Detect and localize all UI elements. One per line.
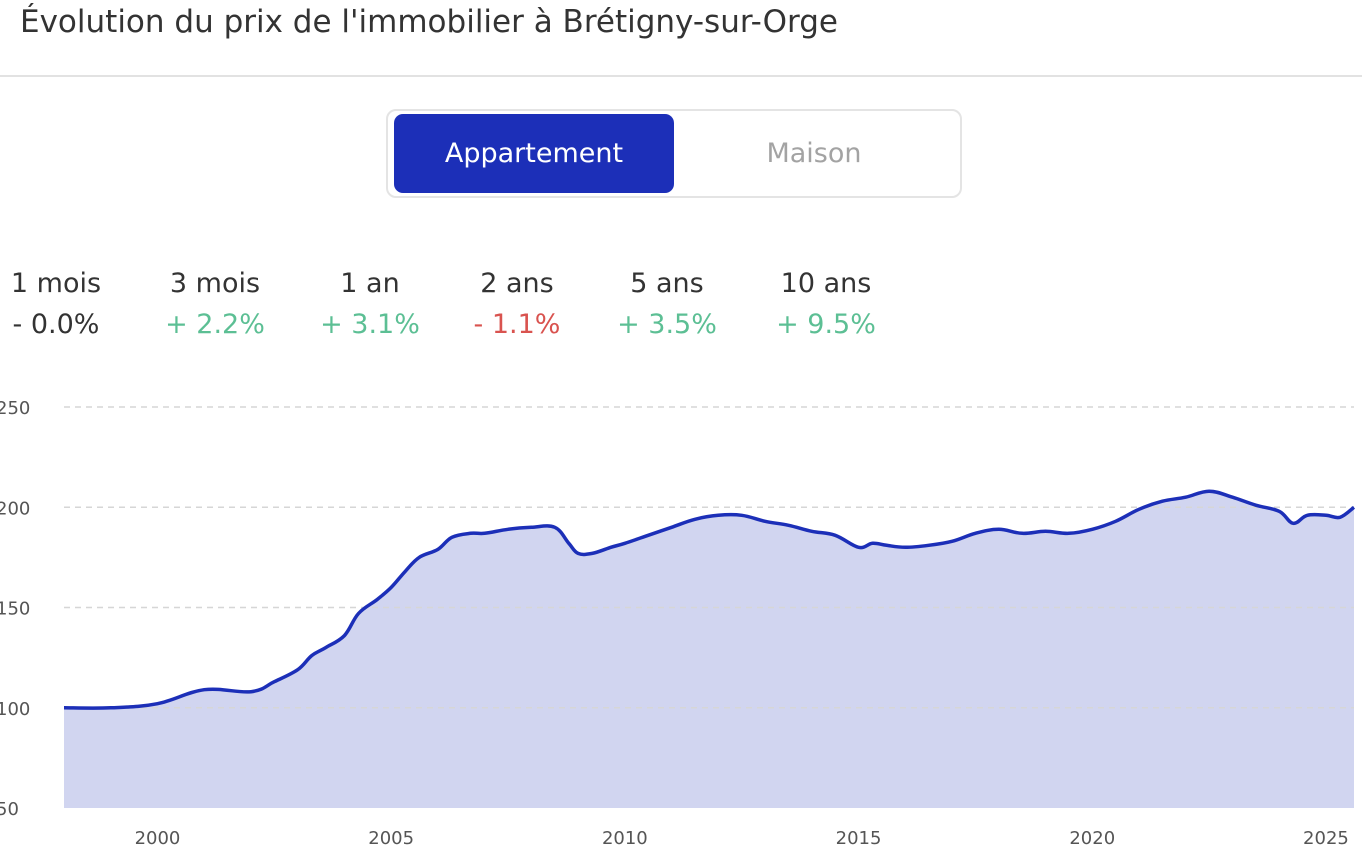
stat-5-ans: 5 ans + 3.5%: [607, 268, 727, 340]
stat-1-an: 1 an + 3.1%: [310, 268, 430, 340]
y-tick-label: 100: [0, 699, 30, 720]
stat-3-mois: 3 mois + 2.2%: [155, 268, 275, 340]
y-tick-label: 50: [0, 799, 19, 820]
stat-10-ans: 10 ans + 9.5%: [766, 268, 886, 340]
stat-label: 1 mois: [10, 268, 102, 299]
property-type-toggle: Appartement Maison: [386, 109, 962, 198]
stat-label: 2 ans: [480, 268, 554, 299]
stat-label: 10 ans: [780, 268, 872, 299]
toggle-appartement-button[interactable]: Appartement: [394, 114, 674, 193]
x-tick-label: 2025: [1303, 828, 1349, 849]
x-tick-label: 2000: [135, 828, 181, 849]
stat-value: + 3.1%: [320, 309, 420, 340]
y-tick-label: 200: [0, 498, 30, 519]
x-tick-label: 2005: [368, 828, 414, 849]
stat-value: - 1.1%: [473, 309, 561, 340]
y-tick-label: 250: [0, 398, 30, 419]
x-tick-label: 2010: [602, 828, 648, 849]
stat-label: 3 mois: [169, 268, 261, 299]
stat-2-ans: 2 ans - 1.1%: [457, 268, 577, 340]
price-change-stats: 1 mois - 0.0% 3 mois + 2.2% 1 an + 3.1% …: [0, 268, 900, 358]
stat-value: + 9.5%: [776, 309, 876, 340]
x-tick-label: 2020: [1069, 828, 1115, 849]
toggle-maison-button[interactable]: Maison: [766, 138, 862, 169]
area-fill: [64, 491, 1354, 808]
header-divider: [0, 75, 1362, 77]
stat-label: 1 an: [340, 268, 400, 299]
stat-label: 5 ans: [630, 268, 704, 299]
x-tick-label: 2015: [836, 828, 882, 849]
stat-value: + 2.2%: [165, 309, 265, 340]
stat-value: + 3.5%: [617, 309, 717, 340]
price-index-chart: 50 100 150 200 250 2000 2005 2010 2015 2020 2025: [0, 398, 1356, 849]
page-title: Évolution du prix de l'immobilier à Brét…: [20, 4, 839, 40]
stat-value: - 0.0%: [12, 309, 100, 340]
y-tick-label: 150: [0, 599, 30, 620]
stat-1-mois: 1 mois - 0.0%: [0, 268, 112, 340]
series-line: [63, 489, 1356, 710]
